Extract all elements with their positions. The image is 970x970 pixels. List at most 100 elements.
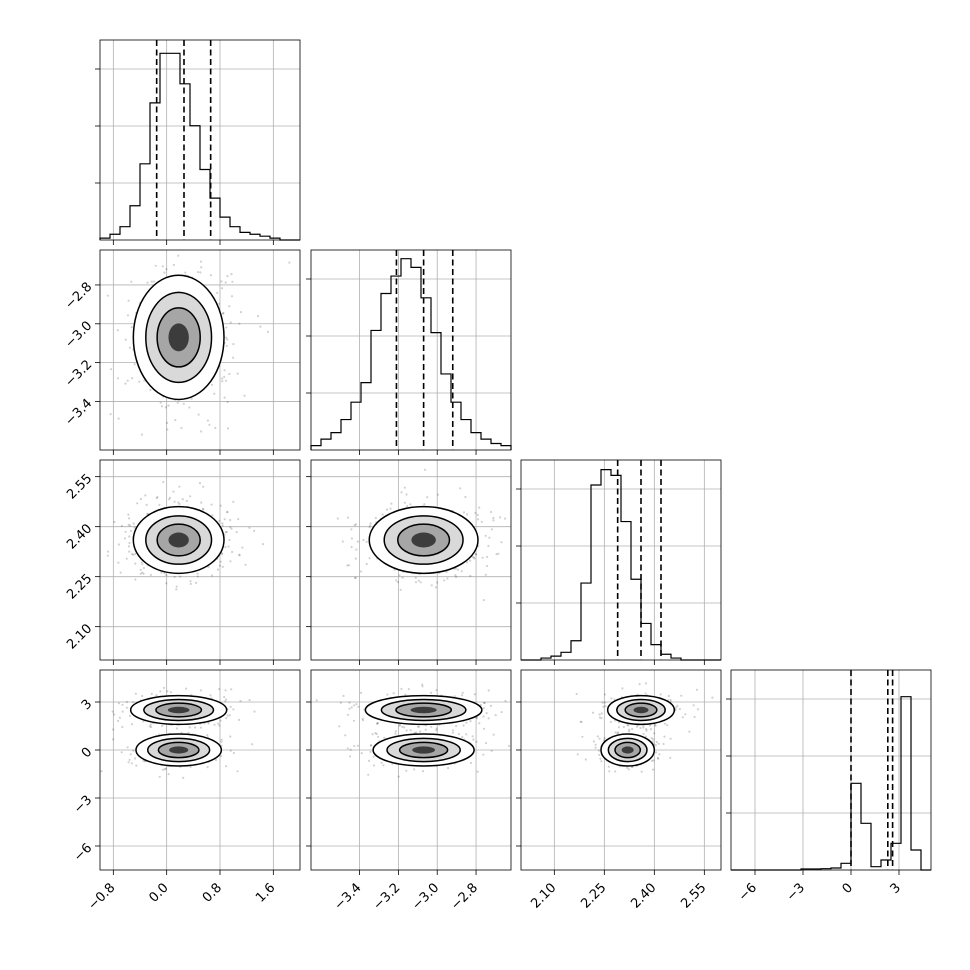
sample-point — [220, 738, 223, 742]
sample-point — [256, 315, 260, 318]
sample-point — [225, 765, 228, 768]
sample-point — [421, 685, 424, 688]
y-tick-label: −6 — [71, 841, 95, 865]
sample-point — [688, 730, 691, 733]
sample-point — [153, 280, 156, 283]
sample-point — [251, 743, 254, 746]
sample-point — [196, 572, 199, 575]
sample-point — [125, 706, 128, 709]
sample-point — [239, 699, 242, 703]
sample-point — [347, 564, 351, 567]
contour-line — [145, 291, 213, 384]
sample-point — [223, 375, 226, 378]
sample-point — [200, 430, 203, 433]
sample-point — [229, 518, 232, 522]
sample-point — [424, 728, 427, 731]
sample-point — [224, 531, 227, 534]
sample-point — [575, 692, 578, 696]
sample-point — [229, 735, 232, 738]
sample-point — [474, 553, 478, 556]
sample-point — [500, 711, 503, 714]
sample-point — [472, 556, 475, 559]
sample-point — [126, 379, 129, 382]
sample-point — [117, 702, 120, 705]
sample-point — [106, 554, 109, 557]
sample-point — [121, 725, 124, 729]
y-tick-label: 2.55 — [64, 471, 95, 502]
sample-point — [465, 561, 469, 564]
x-tick-label: 2.55 — [678, 880, 709, 911]
sample-point — [655, 740, 658, 744]
sample-point — [469, 574, 472, 578]
panel-2d-2-1 — [306, 459, 512, 661]
sample-point — [598, 737, 601, 740]
sample-point — [435, 689, 438, 692]
sample-point — [347, 713, 350, 716]
sample-point — [355, 703, 358, 706]
sample-point — [117, 377, 120, 380]
sample-point — [146, 281, 149, 284]
sample-point — [195, 581, 198, 585]
sample-point — [669, 737, 672, 740]
sample-point — [476, 770, 479, 773]
sample-point — [621, 687, 624, 690]
contour-line — [600, 733, 656, 767]
sample-point — [138, 380, 141, 383]
sample-point — [640, 770, 643, 773]
contour-line — [364, 694, 483, 726]
sample-point — [156, 495, 159, 499]
sample-point — [430, 725, 433, 728]
sample-point — [354, 576, 357, 579]
sample-point — [216, 291, 219, 294]
sample-point — [140, 561, 143, 564]
sample-point — [133, 526, 136, 529]
sample-point — [397, 775, 400, 778]
sample-point — [220, 740, 223, 743]
sample-point — [711, 696, 714, 699]
sample-point — [369, 750, 372, 753]
panel-frame-hist-3 — [730, 669, 932, 871]
density-level — [633, 706, 649, 714]
sample-point — [338, 725, 341, 728]
y-tick-label: 3 — [79, 697, 95, 713]
sample-point — [490, 749, 493, 752]
sample-point — [462, 511, 466, 514]
sample-point — [202, 508, 205, 511]
sample-point — [229, 526, 232, 529]
sample-point — [466, 513, 469, 516]
sample-point — [176, 401, 179, 404]
sample-point — [222, 312, 225, 315]
sample-point — [230, 295, 234, 298]
sample-point — [639, 726, 642, 730]
sample-point — [476, 518, 480, 521]
sample-point — [100, 770, 103, 773]
sample-point — [423, 503, 426, 506]
sample-point — [406, 504, 409, 508]
sample-point — [131, 377, 134, 380]
sample-point — [198, 482, 202, 485]
sample-point — [160, 405, 163, 408]
sample-point — [576, 753, 579, 756]
sample-point — [132, 749, 135, 752]
sample-point — [454, 567, 457, 570]
sample-point — [219, 560, 222, 563]
sample-point — [627, 724, 630, 727]
sample-point — [128, 346, 131, 349]
sample-point — [142, 720, 145, 723]
sample-point — [642, 732, 645, 736]
sample-point — [435, 728, 438, 732]
sample-point — [141, 694, 144, 698]
sample-point — [662, 742, 665, 746]
sample-point — [216, 568, 219, 571]
sample-point — [480, 520, 483, 523]
sample-point — [121, 703, 124, 706]
sample-point — [228, 305, 231, 308]
sample-point — [385, 508, 389, 511]
sample-point — [394, 730, 397, 733]
sample-point — [407, 688, 410, 691]
sample-point — [598, 753, 601, 757]
sample-point — [197, 413, 200, 416]
sample-point — [355, 548, 358, 551]
sample-point — [504, 699, 507, 703]
sample-point — [374, 516, 377, 520]
